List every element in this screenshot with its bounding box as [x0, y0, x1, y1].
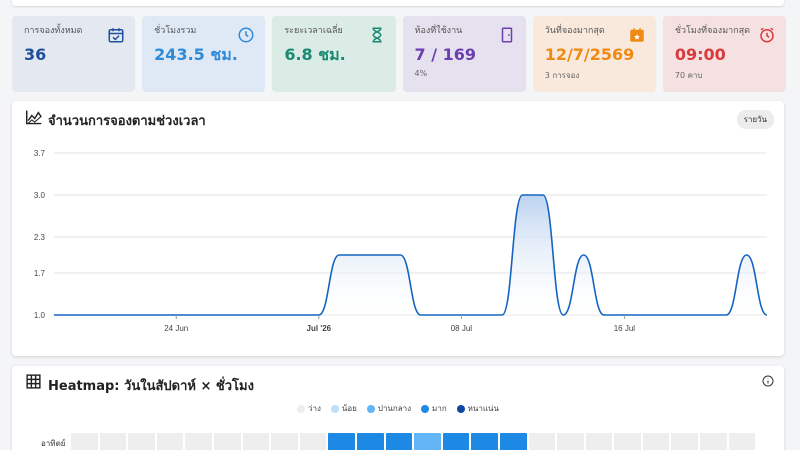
- heatmap-cell[interactable]: [156, 433, 184, 450]
- heatmap-cell[interactable]: [671, 433, 699, 450]
- stat-value: 7 / 169: [414, 45, 477, 64]
- grid-icon: [26, 374, 41, 389]
- legend-label: ปานกลาง: [377, 404, 412, 413]
- legend-item: ว่าง: [297, 402, 321, 415]
- stat-card-total-hours: ชั่วโมงรวม 243.5 ชม.: [142, 16, 266, 92]
- heatmap-cell[interactable]: [414, 433, 441, 450]
- y-tick-label: 3.0: [34, 191, 46, 200]
- heatmap-row: [71, 433, 756, 450]
- legend-swatch: [330, 404, 339, 413]
- chart-line-icon: [26, 110, 42, 125]
- stat-label: ห้องที่ใช้งาน: [414, 26, 463, 36]
- booking-timeline-chart: 3.7 3.0 2.3 1.7 1.0 24 Jun Jul '26 08 Jul 16 Jul: [34, 149, 768, 333]
- legend-item: น้อย: [330, 402, 357, 415]
- stat-sub: 4%: [414, 69, 428, 78]
- calendar-star-icon: [630, 28, 644, 42]
- heatmap-cell[interactable]: [614, 433, 641, 450]
- stat-value: 12/7/2569: [544, 45, 635, 64]
- stat-card-rooms-used: ห้องที่ใช้งาน 7 / 169 4%: [402, 16, 526, 92]
- stat-value: 243.5 ชม.: [154, 45, 238, 64]
- heatmap-cell[interactable]: [328, 433, 355, 450]
- heatmap-cell[interactable]: [356, 433, 384, 450]
- heatmap-cell[interactable]: [528, 433, 556, 450]
- heatmap-cell[interactable]: [471, 433, 498, 450]
- calendar-check-icon: [108, 28, 124, 43]
- legend-swatch: [297, 404, 305, 413]
- stats-row: การจองทั้งหมด 36 ชั่วโมงรวม 243.5 ชม. ระ…: [12, 16, 787, 92]
- stat-label: วันที่จองมากสุด: [544, 26, 605, 36]
- heatmap-legend: ว่าง น้อย ปานกลาง มาก หนาแน่น: [12, 402, 784, 415]
- heatmap-cell[interactable]: [271, 433, 298, 450]
- heatmap-panel: Heatmap: วันในสัปดาห์ × ชั่วโมง ว่าง น้อย…: [12, 366, 784, 450]
- stat-sub: 3 การจอง: [544, 71, 580, 80]
- stat-value: 6.8 ชม.: [284, 45, 346, 64]
- heatmap-cell[interactable]: [385, 433, 413, 450]
- panel-title: Heatmap: วันในสัปดาห์ × ชั่วโมง: [48, 379, 254, 394]
- legend-label: หนาแน่น: [467, 404, 499, 413]
- stat-sub: 70 คาบ: [674, 71, 703, 80]
- alarm-icon: [760, 27, 774, 43]
- heatmap-cell[interactable]: [585, 433, 613, 450]
- heatmap-cell[interactable]: [185, 433, 212, 450]
- stat-label: การจองทั้งหมด: [24, 26, 83, 36]
- stat-value: 09:00: [674, 45, 726, 64]
- heatmap-cell[interactable]: [499, 433, 527, 450]
- top-bar: [12, 0, 784, 6]
- stat-label: ระยะเวลาเฉลี่ย: [284, 26, 343, 36]
- hourglass-icon: [372, 27, 382, 43]
- stat-card-peak-day: วันที่จองมากสุด 12/7/2569 3 การจอง: [532, 16, 656, 92]
- heatmap-cell[interactable]: [728, 433, 756, 450]
- legend-item: ปานกลาง: [366, 402, 412, 415]
- stat-card-peak-hour: ชั่วโมงที่จองมากสุด 09:00 70 คาบ: [662, 16, 787, 92]
- info-icon[interactable]: [762, 375, 774, 387]
- heatmap-cell[interactable]: [442, 433, 470, 450]
- door-icon: [501, 27, 512, 43]
- heatmap-cell[interactable]: [213, 433, 241, 450]
- heatmap-cell[interactable]: [128, 433, 155, 450]
- series-area: [54, 195, 767, 315]
- legend-item: หนาแน่น: [456, 402, 499, 415]
- legend-label: ว่าง: [308, 404, 321, 413]
- heatmap-cell[interactable]: [299, 433, 327, 450]
- heatmap-cell[interactable]: [99, 433, 127, 450]
- stat-card-avg-duration: ระยะเวลาเฉลี่ย 6.8 ชม.: [272, 16, 396, 92]
- legend-label: น้อย: [341, 404, 357, 413]
- y-tick-label: 2.3: [34, 233, 46, 242]
- stat-label: ชั่วโมงรวม: [154, 26, 197, 36]
- heatmap-cell[interactable]: [557, 433, 584, 450]
- x-tick-label: 16 Jul: [614, 324, 636, 333]
- heatmap-row-label: อาทิตย์: [41, 439, 66, 448]
- y-tick-label: 1.0: [34, 311, 46, 320]
- timeline-panel: จำนวนการจองตามช่วงเวลา รายวัน 3.7 3.0 2.3 1…: [12, 101, 784, 356]
- legend-item: มาก: [421, 402, 447, 415]
- legend-swatch: [366, 404, 375, 413]
- range-button[interactable]: รายวัน: [736, 110, 774, 129]
- y-tick-label: 3.7: [34, 149, 46, 158]
- stat-card-total-bookings: การจองทั้งหมด 36: [12, 16, 136, 92]
- stat-value: 36: [24, 45, 47, 64]
- legend-label: มาก: [432, 404, 447, 413]
- x-tick-label: 24 Jun: [164, 324, 188, 333]
- legend-swatch: [421, 404, 430, 413]
- x-tick-label: Jul '26: [307, 324, 332, 333]
- heatmap-cell[interactable]: [71, 433, 98, 450]
- heatmap-cell[interactable]: [242, 433, 270, 450]
- heatmap-cell[interactable]: [642, 433, 670, 450]
- legend-swatch: [456, 404, 465, 413]
- y-tick-label: 1.7: [34, 269, 46, 278]
- heatmap-cell[interactable]: [700, 433, 727, 450]
- x-tick-label: 08 Jul: [451, 324, 473, 333]
- panel-title: จำนวนการจองตามช่วงเวลา: [48, 114, 206, 129]
- clock-icon: [238, 27, 254, 43]
- stat-label: ชั่วโมงที่จองมากสุด: [674, 26, 750, 36]
